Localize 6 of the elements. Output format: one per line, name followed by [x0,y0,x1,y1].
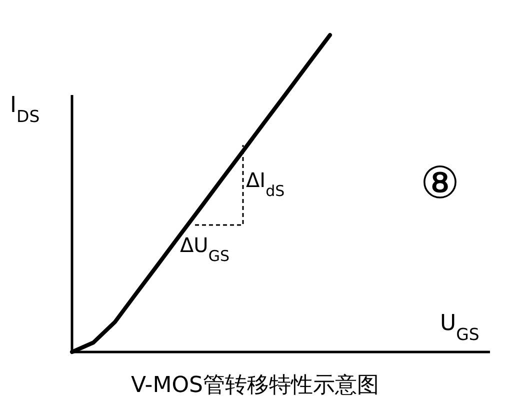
annotation: ΔU$_{GS}$ [180,233,230,265]
text: ⑧ [420,158,460,209]
y-axis-title: I$_{DS}$ [10,93,40,126]
annotation: ΔI$_{dS}$ [246,168,285,200]
x-axis-title: U$_{GS}$ [440,311,480,344]
text: V-MOS管转移特性示意图 [131,373,379,398]
